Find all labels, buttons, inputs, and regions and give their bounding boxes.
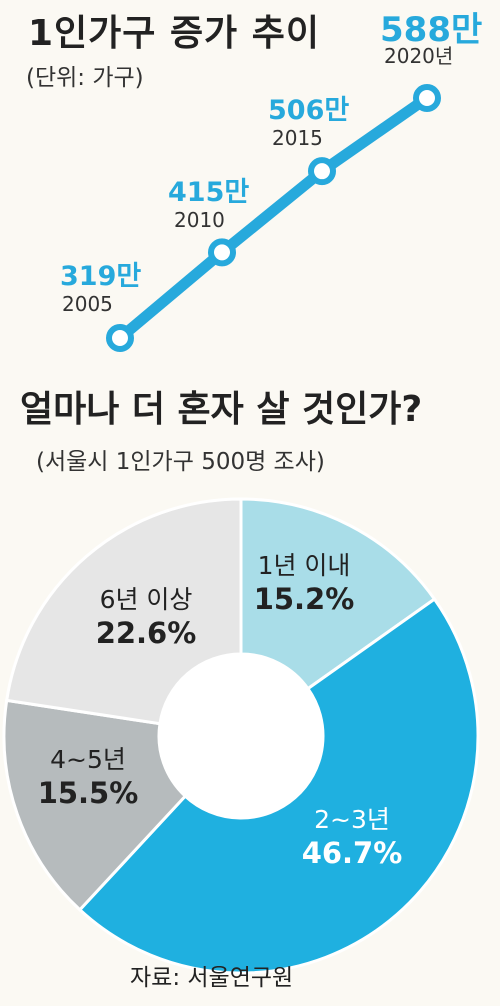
data-label: 506만 bbox=[268, 95, 350, 126]
donut-hole bbox=[159, 654, 323, 818]
data-label: 415만 bbox=[168, 177, 250, 208]
x-tick-label: 2020년 bbox=[384, 44, 454, 68]
donut-chart-subtitle: (서울시 1인가구 500명 조사) bbox=[36, 449, 325, 475]
slice-category-label: 4~5년 bbox=[50, 745, 126, 774]
slice-value-label: 46.7% bbox=[301, 836, 403, 870]
slice-label: 6년 이상 22.6% bbox=[66, 580, 226, 650]
line-series bbox=[114, 92, 433, 344]
line-point bbox=[208, 238, 236, 267]
slice-value-label: 22.6% bbox=[95, 616, 197, 650]
line-point bbox=[308, 157, 336, 186]
x-tick-label: 2005 bbox=[62, 292, 113, 316]
slice-category-label: 6년 이상 bbox=[99, 585, 193, 614]
slice-label: 2~3년 46.7% bbox=[272, 800, 432, 870]
slice-value-label: 15.5% bbox=[37, 776, 139, 810]
donut-chart-title: 얼마나 더 혼자 살 것인가? bbox=[20, 389, 423, 430]
data-label: 319만 bbox=[60, 261, 142, 292]
data-label: 588만 bbox=[380, 10, 483, 50]
slice-label: 4~5년 15.5% bbox=[8, 740, 168, 810]
slice-category-label: 1년 이내 bbox=[257, 551, 351, 580]
line-chart-title: 1인가구 증가 추이 bbox=[28, 13, 320, 54]
line-chart bbox=[106, 84, 441, 352]
line-chart-subtitle: (단위: 가구) bbox=[26, 65, 144, 91]
line-point bbox=[413, 84, 441, 112]
slice-category-label: 2~3년 bbox=[314, 805, 390, 834]
slice-value-label: 15.2% bbox=[253, 582, 355, 616]
line-point bbox=[106, 324, 134, 352]
slice-label: 1년 이내 15.2% bbox=[224, 546, 384, 616]
x-tick-label: 2010 bbox=[174, 208, 225, 232]
source-note: 자료: 서울연구원 bbox=[130, 965, 294, 991]
x-tick-label: 2015 bbox=[272, 126, 323, 150]
